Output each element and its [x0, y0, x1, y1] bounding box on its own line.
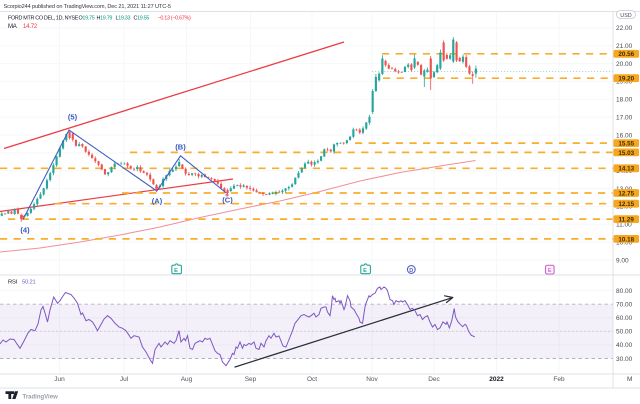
- svg-text:(5): (5): [68, 113, 78, 122]
- svg-text:(B): (B): [175, 143, 186, 152]
- svg-text:50.00: 50.00: [616, 329, 633, 336]
- svg-text:(4): (4): [20, 226, 30, 235]
- svg-text:11.00: 11.00: [616, 222, 632, 229]
- svg-text:TradingView: TradingView: [23, 395, 59, 401]
- svg-text:Jul: Jul: [120, 376, 129, 383]
- svg-text:(C): (C): [222, 196, 233, 205]
- svg-text:9.00: 9.00: [616, 257, 629, 264]
- svg-text:22.00: 22.00: [616, 25, 633, 32]
- svg-text:Oct: Oct: [307, 376, 317, 383]
- svg-text:10.18: 10.18: [618, 236, 634, 243]
- svg-text:Dec: Dec: [428, 376, 440, 383]
- svg-text:12.15: 12.15: [618, 201, 634, 208]
- svg-text:FORD MTR CO DEL, 1D, NYSEO19.7: FORD MTR CO DEL, 1D, NYSEO19.75 H19.79 L19…: [8, 16, 191, 22]
- svg-text:19.20: 19.20: [618, 76, 634, 83]
- svg-text:D: D: [409, 268, 413, 274]
- svg-text:E: E: [548, 268, 552, 274]
- svg-text:Aug: Aug: [181, 376, 193, 383]
- svg-text:20.56: 20.56: [618, 51, 634, 58]
- svg-text:20.00: 20.00: [616, 61, 633, 68]
- svg-text:11.29: 11.29: [618, 217, 634, 224]
- svg-text:19.00: 19.00: [616, 79, 633, 86]
- svg-text:Jun: Jun: [54, 376, 65, 383]
- svg-text:70.00: 70.00: [616, 302, 633, 309]
- svg-text:Scorpio244 published on Tradin: Scorpio244 published on TradingView.com,…: [4, 4, 171, 10]
- svg-text:16.00: 16.00: [616, 132, 633, 139]
- svg-text:Sep: Sep: [245, 376, 257, 383]
- svg-text:(A): (A): [152, 197, 163, 206]
- svg-text:18.00: 18.00: [616, 97, 633, 104]
- svg-text:17.00: 17.00: [616, 114, 633, 121]
- svg-text:10.00: 10.00: [616, 239, 633, 246]
- svg-text:E: E: [174, 268, 178, 274]
- svg-text:12.75: 12.75: [618, 190, 634, 197]
- svg-text:30.00: 30.00: [616, 356, 633, 363]
- svg-text:2022: 2022: [489, 376, 504, 383]
- svg-text:Nov: Nov: [366, 376, 378, 383]
- svg-text:M: M: [627, 376, 632, 383]
- svg-text:Feb: Feb: [553, 376, 565, 383]
- svg-text:15.55: 15.55: [618, 141, 634, 148]
- svg-text:40.00: 40.00: [616, 342, 633, 349]
- svg-text:80.00: 80.00: [616, 288, 633, 295]
- svg-text:E: E: [363, 268, 367, 274]
- svg-text:USD: USD: [620, 13, 631, 19]
- svg-text:15.03: 15.03: [618, 150, 634, 157]
- svg-text:21.00: 21.00: [616, 43, 633, 50]
- svg-text:60.00: 60.00: [616, 315, 633, 322]
- svg-text:14.13: 14.13: [618, 166, 634, 173]
